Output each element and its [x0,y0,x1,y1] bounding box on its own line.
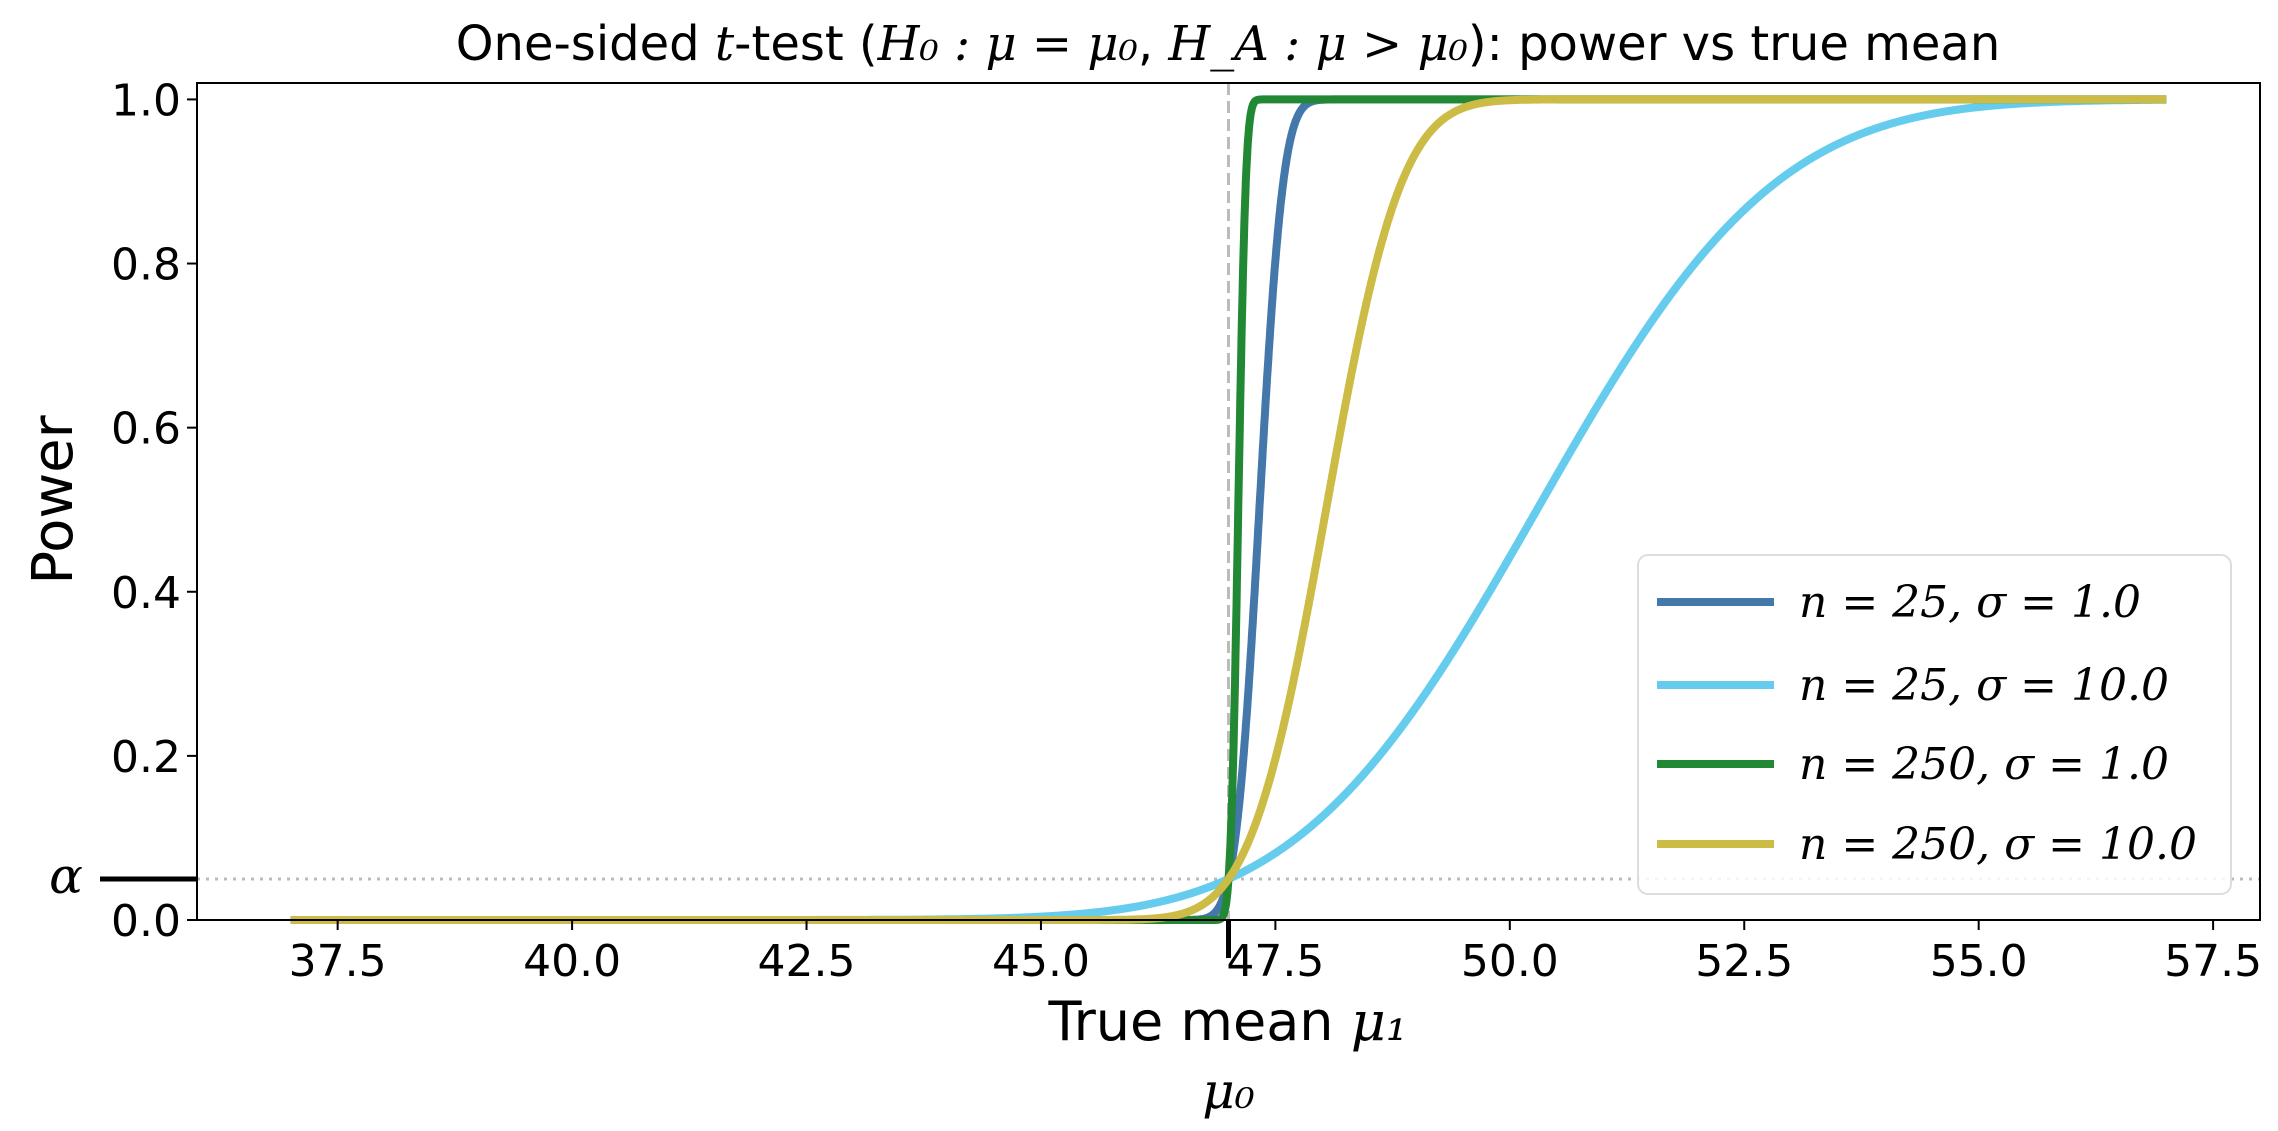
y-axis-label: Power [21,414,86,584]
alpha-tick-label: α [49,847,83,905]
legend-label: n = 25, σ = 10.0 [1799,660,2169,711]
mu0-tick-label: μ₀ [1202,1062,1255,1120]
y-tick-label: 0.8 [111,240,181,291]
x-tick-label: 47.5 [1226,936,1324,987]
x-tick-label: 50.0 [1461,936,1559,987]
y-tick-label: 0.2 [111,732,181,783]
legend-label: n = 25, σ = 1.0 [1799,577,2141,628]
x-tick-label: 57.5 [2164,936,2262,987]
x-axis-label: True mean μ₁ [1048,990,1408,1053]
y-tick-label: 1.0 [111,75,181,126]
y-tick-label: 0.0 [111,896,181,947]
y-tick-label: 0.6 [111,404,181,455]
x-tick-label: 45.0 [992,936,1090,987]
x-tick-label: 40.0 [523,936,621,987]
legend-box [1637,554,2232,895]
y-tick-label: 0.4 [111,568,181,619]
legend-label: n = 250, σ = 1.0 [1799,739,2169,790]
x-tick-label: 37.5 [289,936,387,987]
legend-label: n = 250, σ = 10.0 [1799,819,2197,870]
chart-title: One-sided t-test (H₀ : μ = μ₀, H_A : μ >… [456,16,2001,72]
x-tick-label: 52.5 [1695,936,1793,987]
legend: n = 25, σ = 1.0 n = 25, σ = 10.0 n = 250, … [1637,554,2232,895]
x-tick-label: 42.5 [758,936,856,987]
x-tick-label: 55.0 [1930,936,2028,987]
